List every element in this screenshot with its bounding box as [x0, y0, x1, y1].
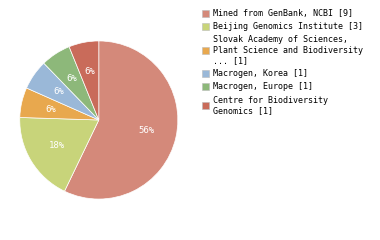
Wedge shape — [44, 47, 99, 120]
Wedge shape — [69, 41, 99, 120]
Legend: Mined from GenBank, NCBI [9], Beijing Genomics Institute [3], Slovak Academy of : Mined from GenBank, NCBI [9], Beijing Ge… — [202, 9, 363, 115]
Text: 6%: 6% — [46, 105, 56, 114]
Wedge shape — [65, 41, 178, 199]
Wedge shape — [20, 117, 99, 191]
Text: 56%: 56% — [139, 126, 155, 135]
Text: 18%: 18% — [49, 141, 65, 150]
Wedge shape — [27, 63, 99, 120]
Text: 6%: 6% — [53, 87, 64, 96]
Wedge shape — [20, 88, 99, 120]
Text: 6%: 6% — [67, 74, 78, 84]
Text: 6%: 6% — [84, 67, 95, 76]
